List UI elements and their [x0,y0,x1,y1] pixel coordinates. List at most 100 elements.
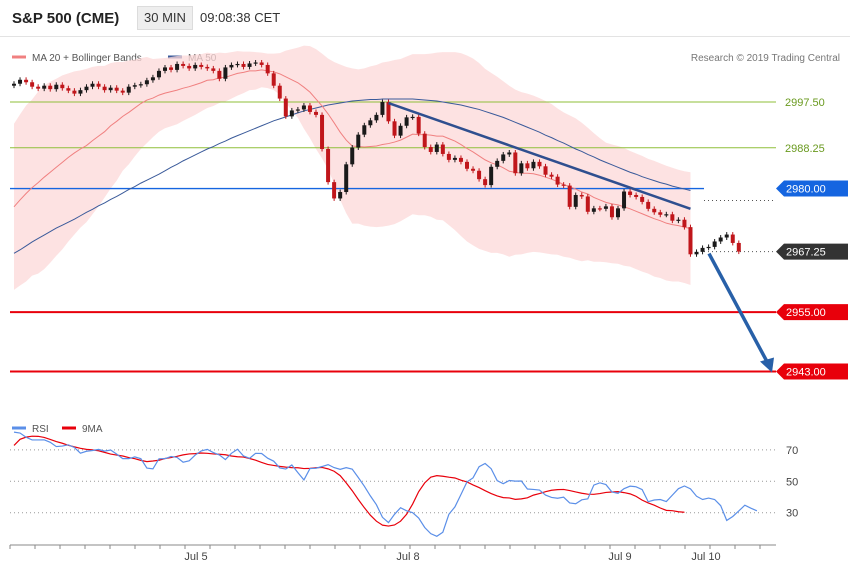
candle [114,85,119,94]
candle-body [229,64,234,68]
candle [446,151,451,163]
candle-body [519,163,524,174]
candle-body [501,154,506,161]
candle [181,61,186,69]
candle-body [78,90,83,94]
candle [259,60,264,68]
candle-body [676,219,681,221]
candle-body [507,152,512,155]
candle-body [150,77,155,81]
candle [350,145,355,167]
candle-body [386,102,391,122]
candle-body [314,111,318,115]
candle [416,114,421,137]
level-tag-resistance: 2988.25 [785,143,825,155]
candle-body [525,163,530,169]
candle [18,77,23,87]
candle [368,117,373,128]
candle [235,61,240,68]
candle-body [156,70,161,78]
rsi-tick-label: 70 [786,445,798,457]
candle [72,88,77,97]
candle-body [295,109,300,111]
candle [718,235,723,244]
candle [501,151,506,164]
candle [458,155,463,165]
candle-body [132,85,137,87]
candle [616,205,620,220]
candle [247,60,252,70]
candle [344,161,349,195]
level-label: 2967.25 [786,247,826,259]
candle [712,238,717,250]
candle-body [724,234,729,238]
candle [543,163,548,178]
candle-body [513,152,518,174]
candle-body [247,63,252,67]
candle [217,68,222,82]
candle [356,132,361,150]
candle [187,63,192,71]
timeframe-button[interactable]: 30 MIN [137,6,193,30]
candle [471,166,476,174]
candle [736,240,741,255]
candle [700,245,705,255]
credit-label: Research © 2019 Trading Central [691,53,840,64]
candle-body [706,246,711,249]
candle [634,192,639,200]
candle [211,65,216,74]
candle-body [495,160,500,167]
candle [452,155,457,163]
candle-body [138,84,143,86]
candle-body [628,191,633,195]
candle [682,217,687,230]
candle-body [670,214,675,221]
candle-body [36,86,41,89]
candle [422,131,427,150]
candle-body [362,125,367,135]
candle [193,62,198,71]
candle [223,64,228,82]
level-label: 2997.50 [785,97,825,109]
candle [156,68,161,80]
candle [567,183,572,210]
candle [241,61,246,70]
candle-body [42,85,47,89]
rsi-legend: RSI 9MA [12,424,103,435]
candle [84,84,89,93]
level-tag-support: 2943.00 [776,363,848,380]
rsi-tick-label: 30 [786,508,798,520]
candle [289,107,294,119]
candle [392,118,397,139]
candle-body [277,85,282,99]
candle [555,174,560,188]
candle-body [211,68,216,71]
candle-body [66,88,71,91]
candle-body [120,90,125,93]
candle-body [144,80,149,85]
level-label: 2943.00 [786,367,826,379]
candle-body [326,149,331,183]
candle [513,149,518,176]
chart-header: S&P 500 (CME) 30 MIN 09:08:38 CET [0,0,850,37]
candle [465,159,469,172]
candle-body [416,116,421,134]
candle [603,203,608,212]
candle [658,209,663,218]
candle [561,182,566,189]
candle [199,62,204,70]
candle [283,96,288,119]
candle [229,62,234,70]
candle-body [410,116,415,119]
level-tag-resistance: 2997.50 [785,97,825,109]
instrument-title: S&P 500 (CME) [12,10,120,27]
candle-body [356,134,361,148]
candle-body [102,86,107,91]
candle [12,81,16,89]
candle-body [579,194,584,197]
candle-body [682,219,687,228]
candle-body [199,64,204,67]
bollinger-band [14,45,691,290]
candle-body [567,185,572,207]
candle [320,112,325,152]
